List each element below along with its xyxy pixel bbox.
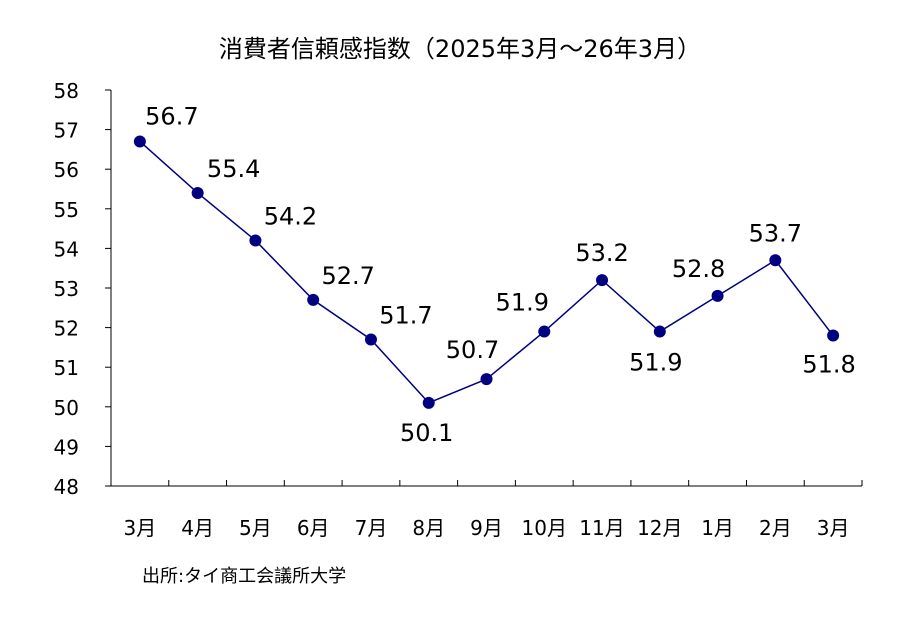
data-point xyxy=(827,329,840,342)
data-point xyxy=(249,234,262,247)
x-tick-label: 8月 xyxy=(412,516,445,540)
data-label: 54.2 xyxy=(264,202,317,230)
data-point xyxy=(191,186,204,199)
data-point xyxy=(422,396,435,409)
data-labels: 56.7 55.454.2 52.751.7 50.1 50.7 51.9 53.2 51.9… xyxy=(145,102,856,446)
x-tick-label: 1月 xyxy=(701,516,734,540)
y-tick-label: 55 xyxy=(54,198,79,222)
series xyxy=(133,135,840,409)
data-label: 56.7 xyxy=(145,102,198,130)
y-tick-label: 58 xyxy=(54,79,79,103)
x-tick-label: 4月 xyxy=(181,516,214,540)
data-label: 51.9 xyxy=(496,289,549,317)
data-point xyxy=(711,289,724,302)
y-tick-label: 56 xyxy=(54,158,79,182)
y-tick-label: 48 xyxy=(54,475,79,499)
data-label: 51.8 xyxy=(802,351,855,379)
data-point xyxy=(307,293,320,306)
y-axis: 48 49 50 51 52 53 54 55 56 57 58 xyxy=(54,79,112,499)
data-point xyxy=(596,274,609,287)
data-label: 53.2 xyxy=(575,239,628,267)
y-tick-label: 52 xyxy=(54,317,79,341)
y-tick-label: 53 xyxy=(54,277,79,301)
data-point xyxy=(364,333,377,346)
data-label: 51.9 xyxy=(629,349,682,377)
y-tick-label: 57 xyxy=(54,119,79,143)
x-tick-label: 3月 xyxy=(124,516,157,540)
data-label: 50.7 xyxy=(446,336,499,364)
data-label: 50.1 xyxy=(400,419,453,447)
data-point xyxy=(653,325,666,338)
x-tick-label: 3月 xyxy=(817,516,850,540)
data-point xyxy=(769,254,782,267)
y-tick-label: 49 xyxy=(54,435,79,459)
x-tick-label: 6月 xyxy=(297,516,330,540)
data-label: 51.7 xyxy=(379,301,432,329)
x-tick-label: 2月 xyxy=(759,516,792,540)
data-label: 55.4 xyxy=(207,155,260,183)
x-tick-label: 11月 xyxy=(579,516,624,540)
data-label: 52.7 xyxy=(321,262,374,290)
data-label: 53.7 xyxy=(749,219,802,247)
x-tick-label: 9月 xyxy=(470,516,503,540)
data-point xyxy=(538,325,551,338)
source-note: 出所:タイ商工会議所大学 xyxy=(142,566,346,587)
x-tick-label: 10月 xyxy=(522,516,567,540)
data-label: 52.8 xyxy=(672,255,725,283)
x-tick-label: 12月 xyxy=(637,516,682,540)
data-point xyxy=(480,373,493,386)
y-tick-label: 50 xyxy=(54,396,79,420)
data-point xyxy=(133,135,146,148)
x-tick-label: 7月 xyxy=(355,516,388,540)
x-tick-label: 5月 xyxy=(239,516,272,540)
y-tick-label: 54 xyxy=(54,237,79,261)
chart-title: 消費者信頼感指数（2025年3月～26年3月） xyxy=(219,35,701,63)
x-axis: 3月 4月 5月 6月 7月 8月 9月 10月 11月 12月 1月 2月 3月 xyxy=(110,480,863,540)
y-tick-label: 51 xyxy=(54,356,79,380)
